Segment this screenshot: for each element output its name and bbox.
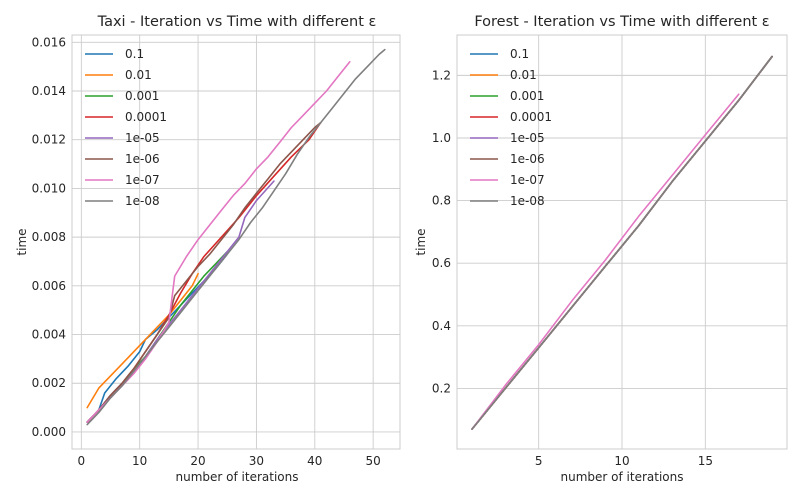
forest-x-axis-label: number of iterations xyxy=(561,470,684,484)
taxi-y-tick-label: 0.010 xyxy=(32,181,66,195)
forest-legend-label: 1e-07 xyxy=(510,173,545,187)
taxi-plot-frame xyxy=(71,34,401,450)
taxi-x-tick-label: 10 xyxy=(132,454,147,468)
taxi-x-axis-label: number of iterations xyxy=(176,470,299,484)
forest-chart: Forest - Iteration vs Time with differen… xyxy=(414,14,788,484)
taxi-legend-label: 1e-05 xyxy=(125,131,160,145)
taxi-y-tick-label: 0.004 xyxy=(32,328,66,342)
forest-title: Forest - Iteration vs Time with differen… xyxy=(474,14,769,30)
forest-series-line xyxy=(471,93,740,430)
forest-ticks: 5 10 15 0.2 0.4 0.6 0.8 1.0 1.2 xyxy=(432,68,713,468)
taxi-legend-label: 0.0001 xyxy=(125,110,167,124)
forest-y-tick-label: 0.2 xyxy=(432,381,451,395)
taxi-y-tick-label: 0.002 xyxy=(32,376,66,390)
taxi-legend-label: 0.01 xyxy=(125,68,152,82)
forest-x-tick-label: 15 xyxy=(698,454,713,468)
forest-grid xyxy=(457,35,787,449)
taxi-series xyxy=(86,48,386,426)
forest-legend-label: 0.1 xyxy=(510,47,529,61)
taxi-legend-label: 1e-07 xyxy=(125,173,160,187)
forest-y-axis-label: time xyxy=(414,228,428,255)
forest-x-tick-label: 5 xyxy=(535,454,543,468)
taxi-legend: 0.1 0.01 0.001 0.0001 1e-05 1e-06 1e-07 1e-08 xyxy=(85,47,167,208)
forest-legend-label: 0.001 xyxy=(510,89,544,103)
taxi-title: Taxi - Iteration vs Time with different … xyxy=(97,14,377,30)
forest-y-tick-label: 0.6 xyxy=(432,256,451,270)
forest-y-tick-label: 1.2 xyxy=(432,68,451,82)
taxi-y-tick-label: 0.006 xyxy=(32,279,66,293)
taxi-x-tick-label: 30 xyxy=(249,454,264,468)
forest-series-line xyxy=(471,55,773,430)
taxi-x-tick-label: 50 xyxy=(366,454,381,468)
taxi-y-tick-label: 0.000 xyxy=(32,425,66,439)
forest-legend: 0.1 0.01 0.001 0.0001 1e-05 1e-06 1e-07 1e-08 xyxy=(470,47,552,208)
taxi-x-tick-label: 20 xyxy=(190,454,205,468)
forest-legend-label: 0.01 xyxy=(510,68,537,82)
forest-y-tick-label: 0.4 xyxy=(432,319,451,333)
taxi-series-line xyxy=(86,121,322,424)
forest-y-tick-label: 1.0 xyxy=(432,131,451,145)
forest-series xyxy=(471,55,773,430)
taxi-chart: Taxi - Iteration vs Time with different … xyxy=(15,14,401,484)
taxi-legend-label: 0.001 xyxy=(125,89,159,103)
taxi-y-tick-label: 0.012 xyxy=(32,133,66,147)
taxi-y-tick-label: 0.016 xyxy=(32,35,66,49)
forest-plot-frame xyxy=(456,34,788,450)
forest-legend-label: 1e-08 xyxy=(510,194,545,208)
forest-legend-label: 1e-05 xyxy=(510,131,545,145)
taxi-y-axis-label: time xyxy=(15,228,29,255)
taxi-x-tick-label: 0 xyxy=(78,454,86,468)
taxi-y-tick-label: 0.014 xyxy=(32,84,66,98)
taxi-legend-label: 0.1 xyxy=(125,47,144,61)
taxi-x-tick-label: 40 xyxy=(307,454,322,468)
taxi-grid xyxy=(72,35,400,449)
taxi-legend-label: 1e-06 xyxy=(125,152,160,166)
taxi-series-line xyxy=(86,48,386,426)
forest-y-tick-label: 0.8 xyxy=(432,194,451,208)
taxi-y-tick-label: 0.008 xyxy=(32,230,66,244)
taxi-series-line xyxy=(86,60,351,424)
forest-legend-label: 1e-06 xyxy=(510,152,545,166)
forest-x-tick-label: 10 xyxy=(614,454,629,468)
taxi-legend-label: 1e-08 xyxy=(125,194,160,208)
forest-legend-label: 0.0001 xyxy=(510,110,552,124)
taxi-ticks: 0 10 20 30 40 50 0.000 0.002 0.004 0.006 0.008 0.01… xyxy=(32,35,381,468)
taxi-series-line xyxy=(86,272,199,409)
